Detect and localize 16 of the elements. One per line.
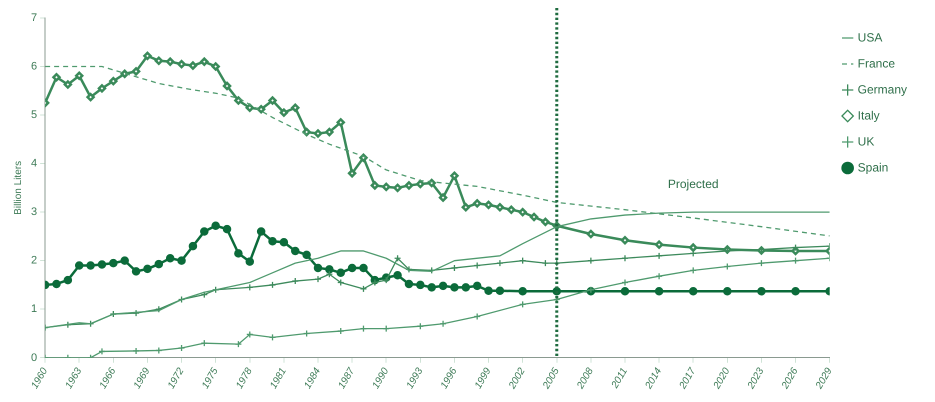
legend-label: Germany: [858, 82, 908, 96]
y-tick-label: 3: [30, 206, 38, 218]
legend-label: France: [858, 56, 896, 70]
legend-label: UK: [858, 134, 874, 148]
legend-label: USA: [858, 30, 882, 44]
annotation: Projected: [668, 176, 719, 191]
legend-label: Italy: [858, 108, 880, 122]
y-tick-label: 5: [30, 109, 38, 122]
y-tick-label: 4: [30, 158, 38, 170]
y-tick-label: 6: [30, 60, 38, 73]
legend-label: Spain: [858, 160, 888, 174]
y-tick-label: 1: [30, 303, 38, 316]
y-tick-label: 0: [30, 352, 38, 364]
y-tick-label: 2: [30, 254, 38, 267]
y-tick-label: 7: [30, 12, 38, 24]
y-axis-title: Billion Liters: [12, 160, 24, 215]
